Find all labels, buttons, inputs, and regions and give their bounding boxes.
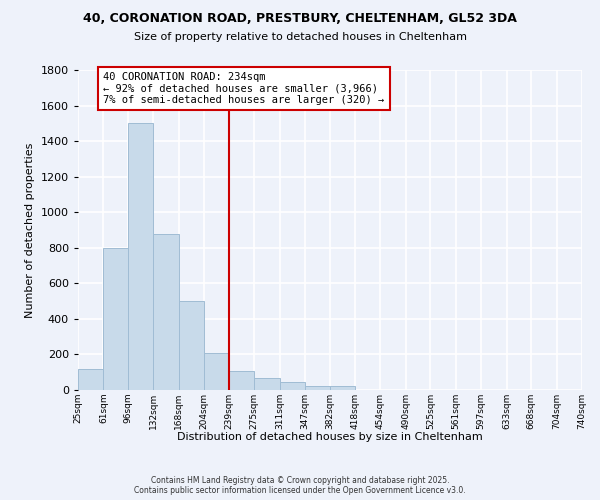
Text: 40, CORONATION ROAD, PRESTBURY, CHELTENHAM, GL52 3DA: 40, CORONATION ROAD, PRESTBURY, CHELTENH… bbox=[83, 12, 517, 26]
Text: 40 CORONATION ROAD: 234sqm
← 92% of detached houses are smaller (3,966)
7% of se: 40 CORONATION ROAD: 234sqm ← 92% of deta… bbox=[103, 72, 385, 105]
Y-axis label: Number of detached properties: Number of detached properties bbox=[25, 142, 35, 318]
Bar bbox=[154, 234, 179, 390]
Bar bbox=[204, 352, 229, 390]
Bar bbox=[229, 372, 254, 390]
Text: Size of property relative to detached houses in Cheltenham: Size of property relative to detached ho… bbox=[133, 32, 467, 42]
Text: Contains HM Land Registry data © Crown copyright and database right 2025.
Contai: Contains HM Land Registry data © Crown c… bbox=[134, 476, 466, 495]
Bar bbox=[329, 386, 355, 390]
Bar bbox=[280, 382, 305, 390]
Bar bbox=[78, 368, 103, 390]
Bar bbox=[305, 386, 329, 390]
X-axis label: Distribution of detached houses by size in Cheltenham: Distribution of detached houses by size … bbox=[177, 432, 483, 442]
Bar bbox=[128, 124, 154, 390]
Bar bbox=[179, 301, 204, 390]
Bar bbox=[254, 378, 280, 390]
Bar bbox=[103, 248, 128, 390]
